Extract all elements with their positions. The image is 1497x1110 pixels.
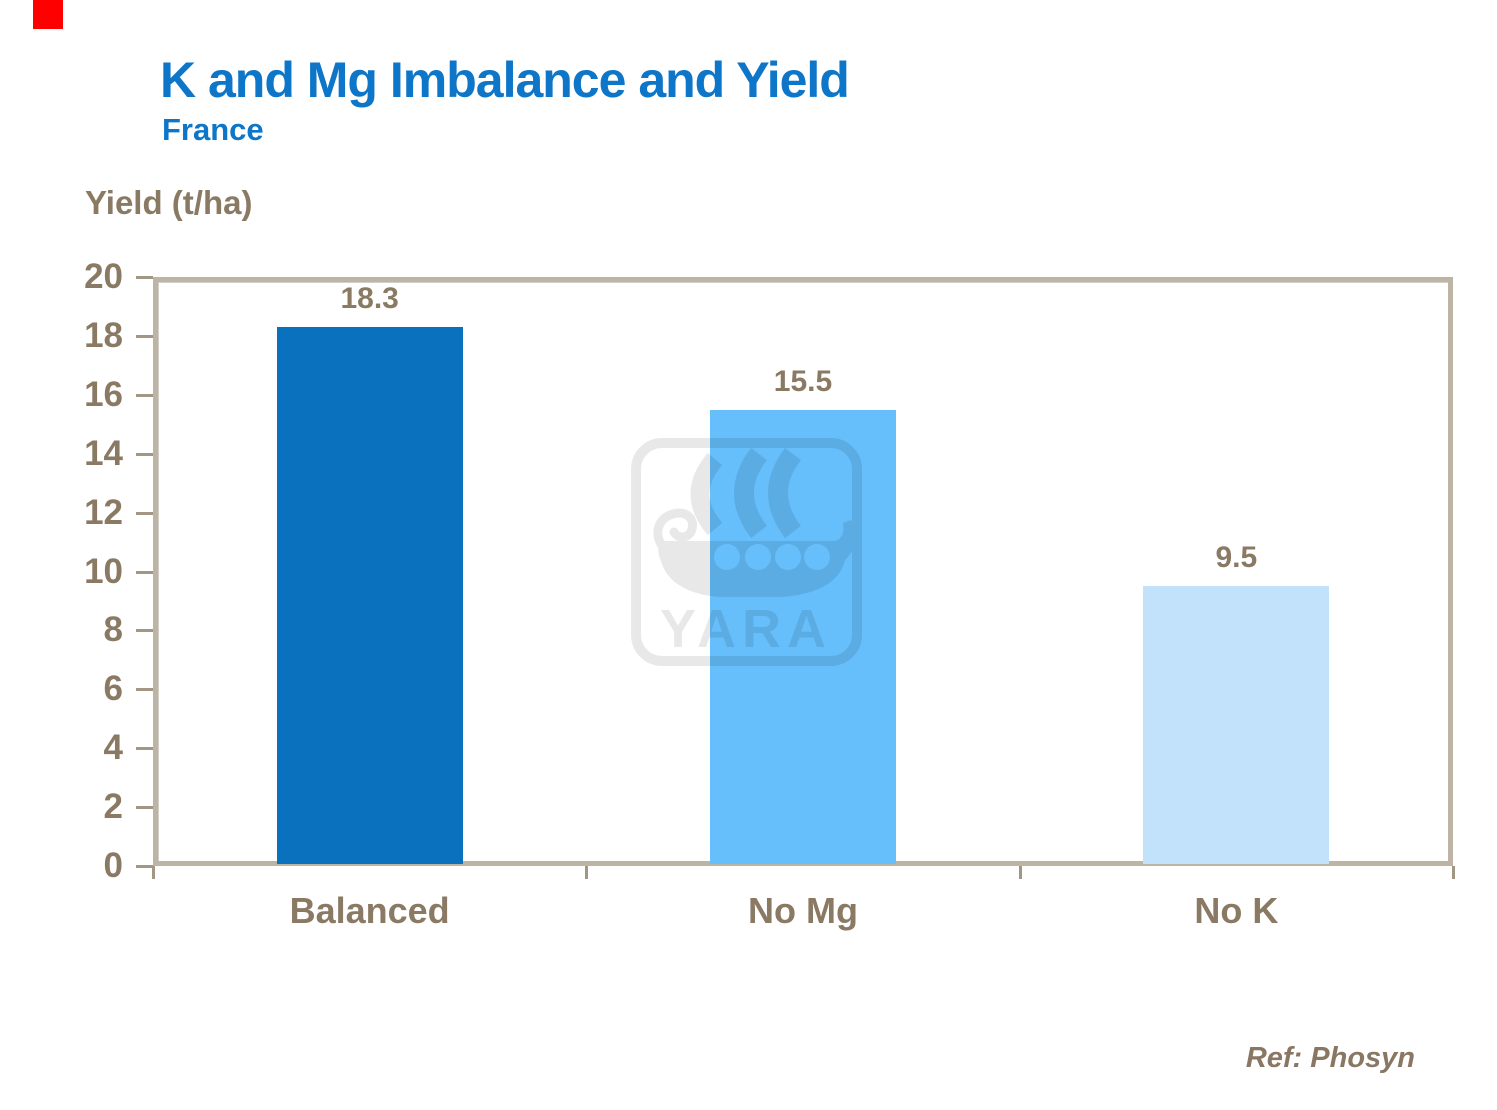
y-tick-mark [136, 452, 153, 456]
x-tick-mark [1018, 866, 1022, 879]
x-category-label: No K [1194, 890, 1279, 931]
bar-value-label: 9.5 [1215, 541, 1258, 575]
y-tick-label: 6 [103, 669, 123, 709]
bar [710, 409, 896, 864]
y-tick-mark [136, 806, 153, 810]
y-tick-mark [136, 511, 153, 515]
x-category-label: No Mg [748, 890, 858, 931]
y-tick-mark [136, 334, 153, 338]
y-tick-label: 16 [84, 374, 123, 414]
bar-value-label: 15.5 [773, 364, 833, 398]
y-tick-label: 2 [103, 787, 123, 827]
slide-title: K and Mg Imbalance and Yield [160, 52, 850, 108]
y-tick-mark [136, 276, 153, 279]
reference-text: Ref: Phosyn [1245, 1042, 1415, 1074]
y-tick-label: 14 [84, 433, 123, 473]
x-tick-mark [1452, 866, 1455, 879]
slide-subtitle: France [162, 112, 264, 147]
y-tick-mark [136, 393, 153, 397]
y-tick-label: 10 [84, 551, 123, 591]
x-category-label: Balanced [289, 890, 450, 931]
x-tick-mark [585, 866, 589, 879]
y-tick-mark [136, 865, 153, 868]
y-tick-label: 8 [103, 610, 123, 650]
brand-red-square [33, 0, 63, 29]
y-tick-label: 0 [103, 846, 123, 885]
y-axis-title: Yield (t/ha) [85, 184, 253, 221]
y-tick-mark [136, 747, 153, 751]
y-tick-mark [136, 629, 153, 633]
bar-value-label: 18.3 [340, 282, 399, 316]
y-tick-label: 20 [84, 257, 123, 296]
y-tick-label: 12 [84, 492, 123, 532]
y-tick-label: 18 [84, 315, 123, 355]
bar [1143, 586, 1330, 864]
y-tick-mark [136, 570, 153, 574]
y-tick-mark [136, 688, 153, 692]
x-tick-mark [152, 866, 155, 879]
bar [276, 327, 463, 864]
y-tick-label: 4 [103, 728, 123, 768]
